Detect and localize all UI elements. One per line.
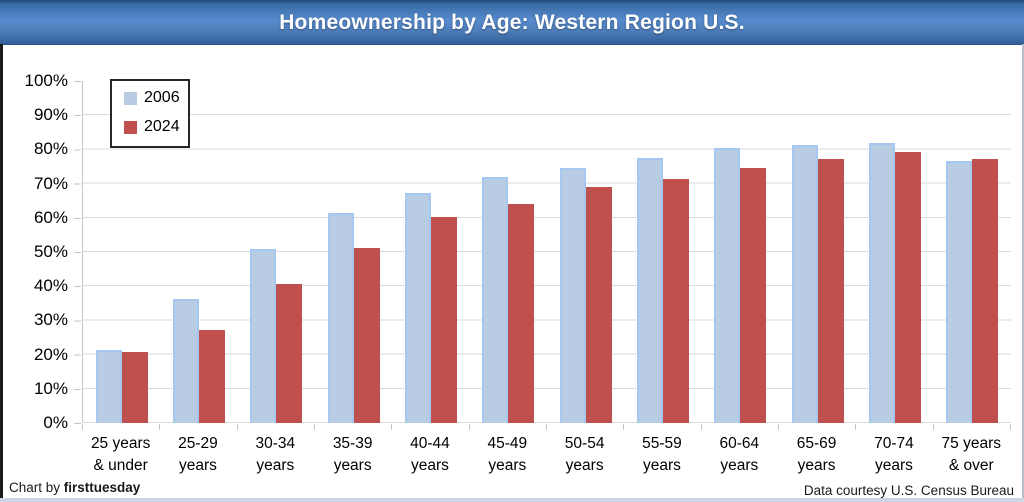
chart-credit: Chart by firsttuesday (9, 480, 141, 495)
legend-swatch-2006 (124, 91, 137, 105)
frame-left-border (0, 44, 3, 502)
bar-2024 (198, 329, 225, 423)
y-tick-label: 80% (33, 139, 68, 159)
bar-group (238, 81, 315, 423)
y-tick-label: 60% (33, 207, 68, 227)
bar-2006 (327, 213, 354, 423)
bar-2006 (172, 299, 199, 423)
x-tick (624, 424, 702, 430)
y-tick-label: 70% (33, 173, 68, 193)
bar-group (392, 81, 469, 423)
bar-2024 (353, 247, 380, 423)
y-axis-ticks (74, 81, 81, 424)
y-tick-label: 40% (33, 276, 68, 296)
x-category-label: 75 years & over (941, 435, 1001, 475)
y-tick-label: 20% (33, 344, 68, 364)
bar-2006 (791, 145, 818, 423)
bar-group (624, 81, 701, 423)
bar-group (934, 81, 1011, 423)
bar-2006 (636, 157, 663, 423)
bar-2006 (250, 248, 277, 423)
bar-2006 (482, 177, 509, 423)
page-title: Homeownership by Age: Western Region U.S… (279, 10, 745, 34)
credit-brand: firsttuesday (63, 480, 141, 495)
bar-2024 (276, 284, 303, 423)
x-tick (856, 424, 934, 430)
y-tick-label: 10% (33, 378, 68, 398)
bar-2024 (894, 151, 921, 423)
x-category-label: 30-34 years (255, 435, 296, 475)
bar-2006 (868, 142, 895, 423)
x-category-label: 25 years & under (90, 435, 151, 475)
bar-2024 (430, 216, 457, 423)
x-tick (702, 424, 779, 430)
x-category-label: 50-54 years (564, 435, 605, 475)
y-tick-label: 30% (33, 310, 68, 330)
y-tick-label: 0% (43, 413, 68, 432)
bar-group (160, 81, 237, 423)
frame-right-border (1022, 44, 1024, 502)
x-tick (470, 424, 547, 430)
y-tick-label: 90% (33, 105, 68, 125)
bar-group (779, 81, 856, 423)
bar-group (470, 81, 547, 423)
x-category-label: 70-74 years (874, 435, 914, 475)
y-tick-label: 100% (24, 71, 68, 90)
y-tick-label: 50% (33, 242, 68, 261)
x-tick (238, 424, 315, 430)
x-tick (83, 424, 161, 430)
x-tick (392, 424, 470, 430)
x-category-label: 40-44 years (410, 435, 450, 475)
bar-group (856, 81, 933, 423)
x-tick (934, 424, 1011, 430)
bar-group (83, 81, 160, 423)
x-tick (547, 424, 625, 430)
x-category-label: 35-39 years (332, 435, 373, 475)
bar-2024 (508, 204, 535, 423)
bar-2024 (662, 179, 689, 423)
bar-2006 (559, 167, 586, 423)
legend-item-2024: 2024 (124, 118, 188, 136)
bar-2006 (946, 160, 973, 423)
bar-2024 (817, 159, 844, 423)
legend-item-2006: 2006 (124, 89, 188, 107)
bar-group (315, 81, 392, 423)
x-category-label: 60-64 years (719, 435, 760, 475)
x-tick (160, 424, 238, 430)
x-axis-labels: 25 years & under 25-29 years 30-34 years 35-39… (82, 433, 1010, 478)
x-category-label: 45-49 years (487, 435, 528, 475)
legend-label-2006: 2006 (144, 89, 180, 106)
bar-2024 (585, 187, 612, 423)
x-category-label: 55-59 years (642, 435, 682, 475)
bar-2024 (740, 167, 767, 423)
bar-2006 (95, 349, 122, 423)
legend: 2006 2024 (110, 79, 190, 148)
legend-label-2024: 2024 (144, 118, 180, 135)
x-tick (315, 424, 393, 430)
bar-2024 (972, 159, 999, 423)
data-source: Data courtesy U.S. Census Bureau (803, 483, 1014, 498)
y-axis-labels: 0% 10% 20% 30% 40% 50% 60% 70% 80% 90% 100% (0, 71, 72, 432)
bar-group (547, 81, 624, 423)
bar-2006 (404, 193, 431, 423)
frame-bottom-border (0, 498, 1024, 502)
x-axis-ticks (82, 424, 1011, 430)
x-category-label: 65-69 years (796, 435, 837, 475)
plot-area (82, 81, 1011, 423)
bar-group (702, 81, 779, 423)
bar-2024 (121, 352, 148, 423)
x-tick (779, 424, 857, 430)
title-banner: Homeownership by Age: Western Region U.S… (0, 0, 1024, 45)
x-category-label: 25-29 years (178, 435, 218, 475)
bar-2006 (714, 148, 741, 423)
legend-swatch-2024 (124, 120, 137, 134)
